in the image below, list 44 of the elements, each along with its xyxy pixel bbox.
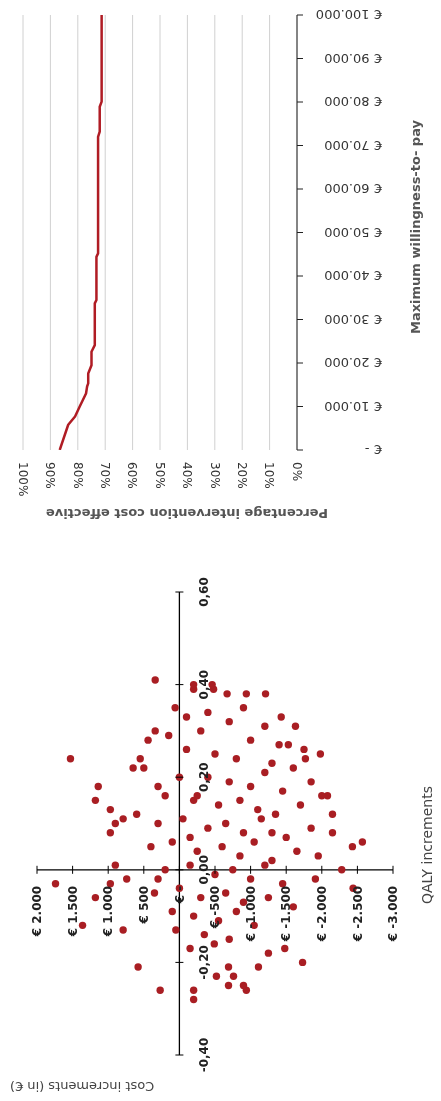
x-tick-label: € -3.000: [386, 885, 401, 943]
y-tick-label: 0,60: [196, 577, 211, 607]
x-tick-label: € 1.500: [65, 885, 80, 938]
x-tick-label: 70%: [98, 462, 112, 489]
x-tick-label: € 2.000: [30, 885, 45, 938]
x-tick-label: 60%: [125, 462, 140, 489]
y-tick-label: € 10.000: [324, 398, 382, 414]
x-axis-title: Cost increments (in €): [9, 1079, 155, 1095]
y-tick-label: 0,40: [196, 669, 211, 700]
x-tick-label: 30%: [207, 462, 222, 489]
x-tick-label: 80%: [70, 462, 85, 489]
y-axis-title: QALY increments: [418, 786, 435, 904]
x-tick-label: € 1.000: [101, 885, 116, 938]
y-tick-label: € 30.000: [324, 311, 382, 327]
x-tick-label: 40%: [180, 462, 195, 489]
y-tick-label: € 40.000: [324, 268, 382, 284]
x-tick-label: € -1.500: [279, 885, 294, 943]
y-tick-label: 0,00: [196, 855, 211, 885]
x-tick-label: € -2.500: [350, 885, 365, 943]
y-tick-label: € 50.000: [324, 224, 382, 240]
x-tick-label: 20%: [235, 462, 249, 489]
x-tick-label: € -500: [208, 885, 223, 930]
y-axis-title: Maximum willingness-to- pay: [407, 119, 423, 334]
y-tick-label: 0,20: [196, 762, 211, 792]
line-series: [58, 15, 103, 450]
x-tick-label: 100%: [15, 462, 30, 497]
x-tick-label: € -1.000: [243, 885, 258, 943]
x-tick-label: 90%: [43, 462, 58, 489]
x-tick-label: 10%: [262, 462, 277, 489]
x-tick-label: € -2.000: [315, 885, 329, 943]
y-tick-label: € 70.000: [324, 137, 382, 153]
y-tick-label: € 80.000: [324, 94, 382, 110]
x-tick-label: € -: [172, 885, 187, 905]
y-tick-label: € 90.000: [324, 50, 382, 66]
x-axis-title: Percentage intervention cost effective: [45, 506, 329, 522]
y-tick-label: € -: [364, 442, 382, 458]
x-tick-label: 0%: [289, 462, 304, 482]
y-tick-label: € 20.000: [324, 355, 382, 371]
x-tick-label: 50%: [152, 462, 167, 489]
x-tick-label: € 500: [137, 885, 151, 925]
y-tick-label: -0,20: [196, 945, 211, 980]
y-tick-label: € 100.000: [315, 7, 382, 23]
y-tick-label: -0,40: [196, 1037, 211, 1073]
y-tick-label: € 60.000: [324, 181, 382, 197]
